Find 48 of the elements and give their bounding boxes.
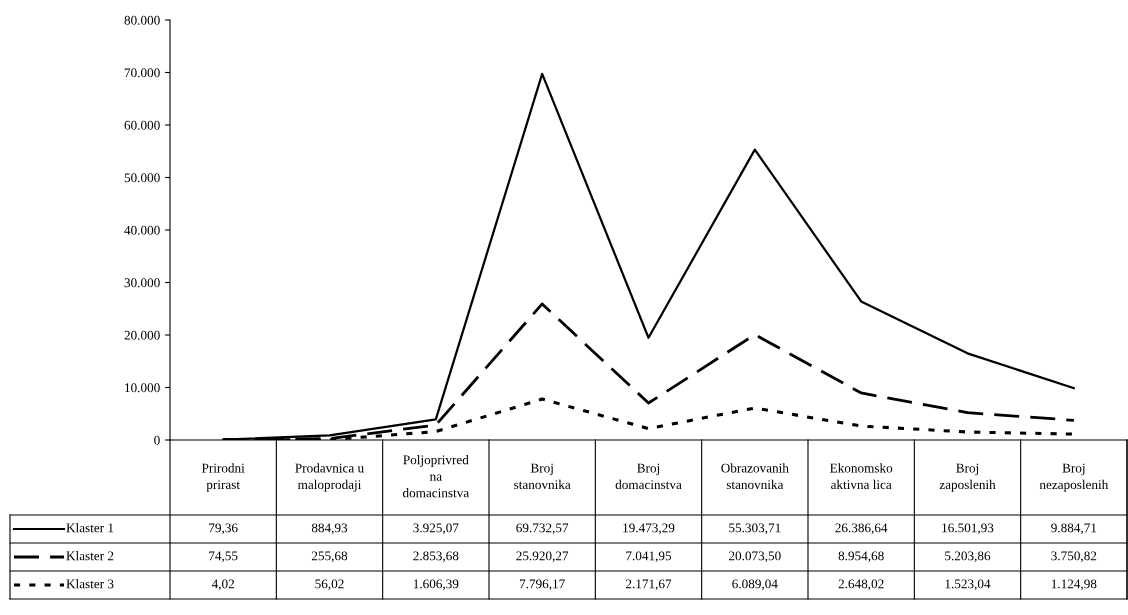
x-tick-label: Obrazovanih stanovnika: [721, 463, 789, 490]
x-tick-label: Broj zaposlenih: [939, 463, 996, 492]
data-label: 1.606,39: [413, 579, 459, 591]
data-label: 3.925,07: [413, 523, 459, 535]
data-label: 79,36: [209, 523, 238, 535]
y-tick-label: 30.000: [124, 278, 160, 288]
x-tick-label: Broj nezaposlenih: [1039, 463, 1109, 492]
data-label: 9.884,71: [1051, 523, 1097, 535]
data-label: 8.954,68: [838, 551, 884, 563]
data-label: 20.073,50: [729, 551, 781, 563]
y-tick-label: 10.000: [125, 383, 160, 393]
legend-label: Klaster 1: [66, 523, 114, 533]
y-tick-label: 40.000: [124, 225, 160, 235]
data-label: 5.203,86: [945, 551, 991, 563]
data-label: 7.796,17: [519, 579, 565, 591]
data-label: 2.648,02: [838, 579, 884, 591]
y-tick-label: 70.000: [124, 68, 160, 78]
data-label: 2.853,68: [413, 551, 459, 563]
data-label: 56,02: [315, 579, 344, 591]
x-tick-label: Broj domacinstva: [615, 463, 682, 490]
data-label: 16.501,93: [942, 523, 994, 535]
data-label: 884,93: [311, 523, 348, 535]
data-label: 1.523,04: [945, 579, 991, 591]
x-tick-label: Broj stanovnika: [514, 463, 571, 490]
x-tick-label: Ekonomsko aktivna lica: [830, 463, 893, 490]
data-label: 74,55: [209, 551, 238, 563]
data-label: 69.732,57: [516, 523, 569, 535]
legend-label: Klaster 2: [66, 551, 114, 561]
data-label: 6.089,04: [732, 579, 778, 591]
x-tick-label: Prodavnica u maloprodaji: [295, 463, 364, 492]
data-label: 4,02: [211, 579, 234, 591]
data-label: 3.750,82: [1051, 551, 1097, 563]
y-tick-label: 20.000: [124, 330, 160, 340]
x-tick-label: Prirodni prirast: [201, 463, 245, 492]
data-label: 25.920,27: [516, 551, 569, 563]
x-tick-label: Poljoprivred na domacinstva: [402, 454, 469, 498]
data-label: 2.171,67: [625, 579, 672, 591]
data-label: 55.303,71: [729, 523, 781, 535]
data-label: 19.473,29: [623, 523, 675, 535]
legend-label: Klaster 3: [66, 579, 114, 589]
data-label: 255,68: [311, 551, 348, 563]
y-tick-label: 60.000: [124, 120, 160, 130]
y-tick-label: 80.000: [124, 15, 160, 25]
y-tick-label: 0: [154, 435, 160, 445]
data-label: 1.124,98: [1051, 579, 1097, 591]
y-tick-label: 50.000: [124, 173, 160, 183]
data-label: 7.041,95: [626, 551, 672, 563]
data-label: 26.386,64: [835, 523, 888, 535]
